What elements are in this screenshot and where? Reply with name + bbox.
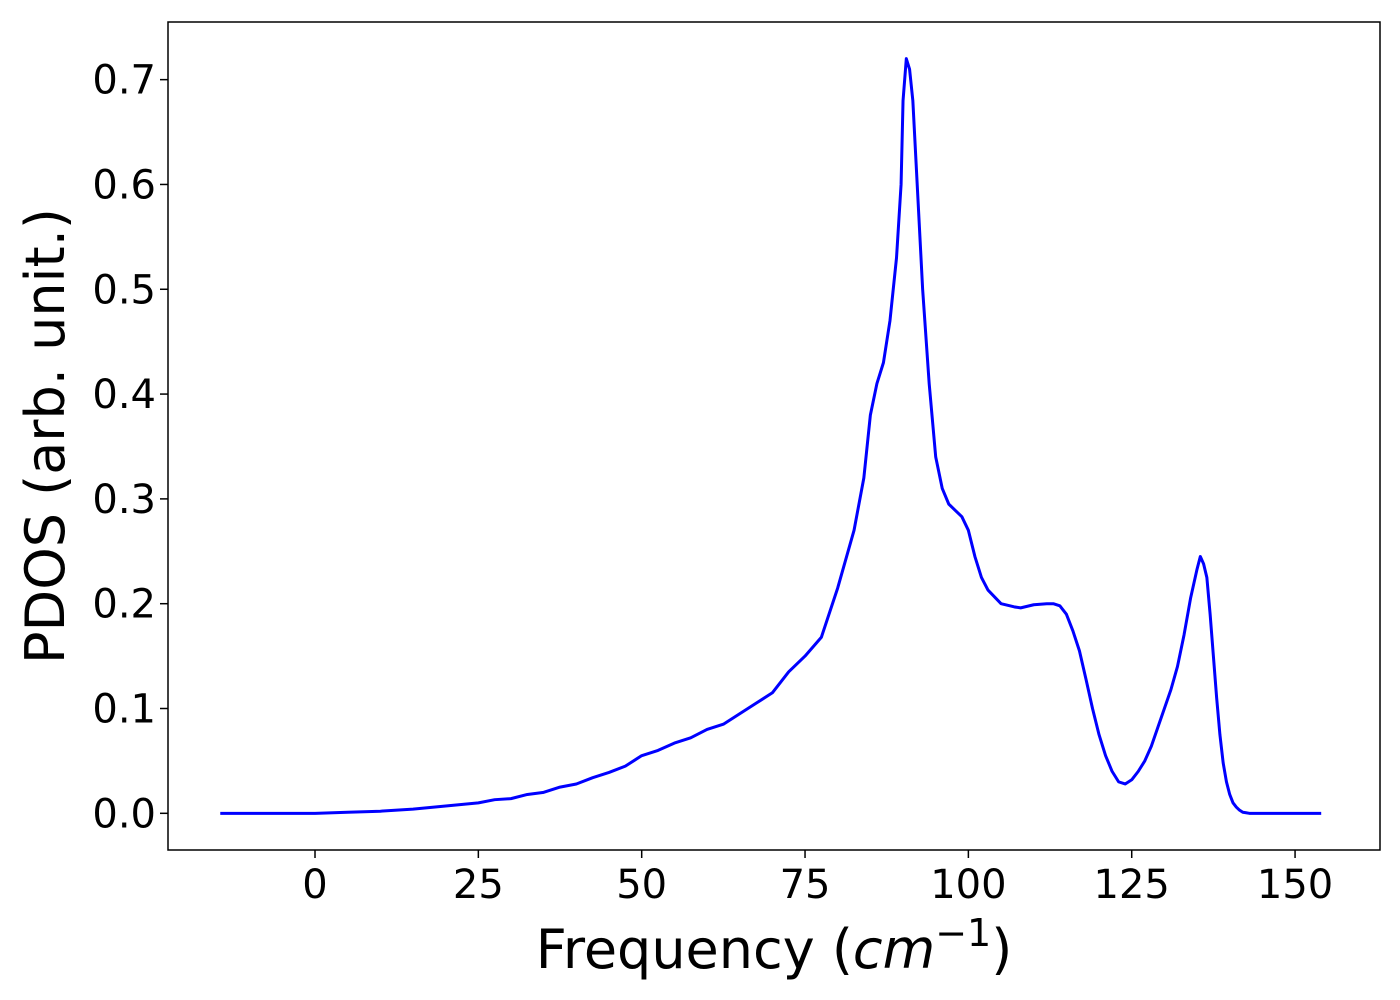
x-axis-ticks: 0 25 50 75 100 125 150: [302, 850, 1333, 908]
x-axis-label-unit: cm: [853, 918, 935, 981]
x-axis-label-exponent: −1: [935, 911, 991, 955]
y-axis-ticks: 0.0 0.1 0.2 0.3 0.4 0.5 0.6 0.7: [92, 58, 168, 837]
y-tick-label: 0.0: [92, 791, 156, 837]
y-axis-label: PDOS (arb. unit.): [14, 208, 77, 664]
y-tick-label: 0.2: [92, 582, 156, 628]
x-tick-label: 125: [1094, 862, 1170, 908]
x-tick-label: 50: [616, 862, 667, 908]
y-tick-label: 0.6: [92, 162, 156, 208]
y-tick-label: 0.1: [92, 687, 156, 733]
x-tick-label: 25: [453, 862, 504, 908]
x-axis-label-suffix: ): [991, 918, 1012, 981]
series-line-0: [220, 57, 1322, 815]
plot-frame: [167, 21, 1381, 851]
plot-area: [167, 21, 1381, 851]
y-tick-label: 0.5: [92, 267, 156, 313]
series-layer: [220, 57, 1322, 815]
y-tick-label: 0.3: [92, 477, 156, 523]
x-axis-label: Frequency (cm−1): [536, 911, 1013, 981]
x-tick-label: 75: [780, 862, 831, 908]
x-axis-label-text: Frequency (: [536, 918, 853, 981]
x-tick-label: 100: [930, 862, 1006, 908]
x-tick-label: 150: [1257, 862, 1333, 908]
y-tick-label: 0.7: [92, 58, 156, 104]
y-tick-label: 0.4: [92, 372, 156, 418]
x-tick-label: 0: [302, 862, 327, 908]
